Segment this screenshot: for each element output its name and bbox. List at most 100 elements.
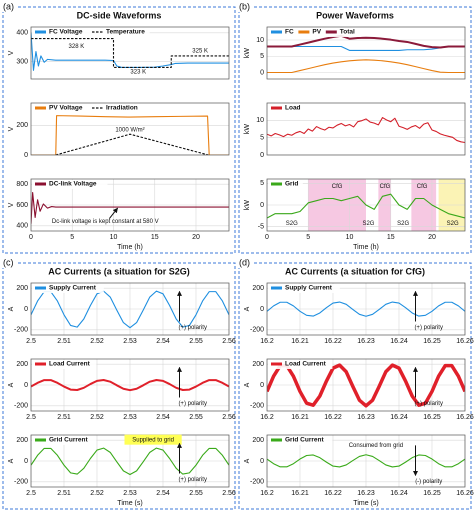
panel-title: AC Currents (a situation for S2G) bbox=[48, 266, 190, 276]
annotation: (+) polarity bbox=[414, 401, 443, 407]
x-tick-label: 2.53 bbox=[123, 414, 137, 421]
panel-label: (a) bbox=[3, 1, 14, 11]
x-axis-label: Time (s) bbox=[353, 500, 378, 507]
series-line bbox=[267, 117, 465, 144]
x-tick-label: 16.24 bbox=[390, 490, 408, 497]
y-tick-label: 0 bbox=[260, 458, 264, 465]
plot-frame bbox=[266, 282, 466, 336]
x-tick-label: 2.54 bbox=[156, 490, 170, 497]
legend-label: Grid bbox=[285, 181, 298, 188]
x-tick-label: 16.21 bbox=[291, 338, 309, 345]
y-tick-label: 600 bbox=[16, 202, 28, 209]
legend-label: Grid Current bbox=[49, 437, 88, 444]
plot-frame bbox=[266, 102, 466, 156]
y-tick-label: 400 bbox=[16, 223, 28, 230]
annotation: 325 K bbox=[192, 48, 208, 54]
plot-frame bbox=[30, 178, 230, 232]
panel-frame bbox=[2, 262, 236, 510]
annotation: CfG bbox=[417, 184, 428, 190]
y-tick-label: 200 bbox=[252, 361, 264, 368]
panel-label-bg bbox=[238, 2, 254, 12]
annotation: (-) polarity bbox=[415, 479, 442, 485]
x-tick-label: 2.56 bbox=[222, 338, 236, 345]
y-tick-label: -200 bbox=[14, 479, 28, 486]
y-axis-label: kW bbox=[244, 124, 251, 135]
legend-label: Temperature bbox=[106, 29, 145, 36]
x-tick-label: 2.51 bbox=[57, 414, 71, 421]
annotation: 1000 W/m² bbox=[115, 127, 144, 133]
x-tick-label: 0 bbox=[265, 234, 269, 241]
y-axis-label: kW bbox=[244, 48, 251, 59]
annotation: (+) polarity bbox=[414, 325, 443, 331]
legend-label: Grid Current bbox=[285, 437, 324, 444]
plot-frame bbox=[266, 434, 466, 488]
x-tick-label: 16.21 bbox=[291, 414, 309, 421]
annotation-box bbox=[124, 434, 182, 445]
x-tick-label: 15 bbox=[151, 234, 159, 241]
y-axis-label: V bbox=[8, 50, 15, 55]
y-tick-label: 200 bbox=[252, 285, 264, 292]
y-tick-label: 5 bbox=[260, 135, 264, 142]
x-tick-label: 16.24 bbox=[390, 338, 408, 345]
x-tick-label: 2.5 bbox=[26, 490, 36, 497]
annotation: 328 K bbox=[69, 44, 85, 50]
series-line bbox=[267, 34, 465, 49]
y-tick-label: 0 bbox=[24, 382, 28, 389]
x-tick-label: 0 bbox=[29, 234, 33, 241]
annotation: (+) polarity bbox=[178, 325, 207, 331]
y-axis-label: A bbox=[8, 458, 15, 463]
x-tick-label: 2.53 bbox=[123, 338, 137, 345]
y-tick-label: 200 bbox=[16, 361, 28, 368]
x-tick-label: 2.51 bbox=[57, 338, 71, 345]
x-tick-label: 16.23 bbox=[357, 414, 375, 421]
y-tick-label: -200 bbox=[250, 479, 264, 486]
x-tick-label: 2.55 bbox=[189, 490, 203, 497]
annotation: (+) polarity bbox=[178, 477, 207, 483]
legend-bg bbox=[32, 436, 97, 445]
plot bbox=[267, 179, 465, 231]
x-tick-label: 16.26 bbox=[456, 490, 474, 497]
y-tick-label: -200 bbox=[14, 403, 28, 410]
panel-label-bg bbox=[2, 258, 18, 268]
x-tick-label: 2.52 bbox=[90, 338, 104, 345]
plot-frame bbox=[30, 26, 230, 80]
x-tick-label: 5 bbox=[306, 234, 310, 241]
x-tick-label: 16.25 bbox=[423, 490, 441, 497]
legend-label: Supply Current bbox=[49, 285, 97, 292]
annotation: (+) polarity bbox=[178, 401, 207, 407]
series-line bbox=[31, 447, 229, 476]
legend-bg bbox=[268, 180, 303, 189]
y-tick-label: 300 bbox=[16, 59, 28, 66]
x-tick-label: 16.2 bbox=[260, 414, 274, 421]
annotation: 323 K bbox=[130, 70, 146, 76]
panel-frame bbox=[238, 262, 472, 510]
legend-bg bbox=[32, 360, 97, 369]
series-line bbox=[31, 379, 229, 392]
y-tick-label: 10 bbox=[256, 117, 264, 124]
series-line bbox=[31, 191, 229, 224]
legend-label: FC Voltage bbox=[49, 29, 83, 36]
x-tick-label: 2.51 bbox=[57, 490, 71, 497]
x-tick-label: 16.22 bbox=[324, 414, 342, 421]
y-tick-label: -5 bbox=[258, 224, 264, 231]
plot-frame bbox=[266, 178, 466, 232]
x-tick-label: 16.26 bbox=[456, 414, 474, 421]
series-line bbox=[267, 301, 465, 317]
panel-title: AC Currents (a situation for CfG) bbox=[285, 266, 425, 276]
plot-frame bbox=[30, 282, 230, 336]
x-tick-label: 10 bbox=[110, 234, 118, 241]
x-axis-label: Time (h) bbox=[353, 244, 379, 251]
x-tick-label: 20 bbox=[428, 234, 436, 241]
legend-bg bbox=[268, 104, 303, 113]
y-tick-label: 0 bbox=[24, 306, 28, 313]
panel-title: Power Waveforms bbox=[316, 10, 394, 20]
panel-label-bg bbox=[2, 2, 18, 12]
x-tick-label: 16.22 bbox=[324, 490, 342, 497]
y-axis-label: A bbox=[244, 382, 251, 387]
legend-label: Load Current bbox=[285, 361, 327, 368]
legend-bg bbox=[268, 360, 333, 369]
annotation: CfG bbox=[332, 184, 343, 190]
annotation: CfG bbox=[380, 184, 391, 190]
x-tick-label: 2.52 bbox=[90, 490, 104, 497]
